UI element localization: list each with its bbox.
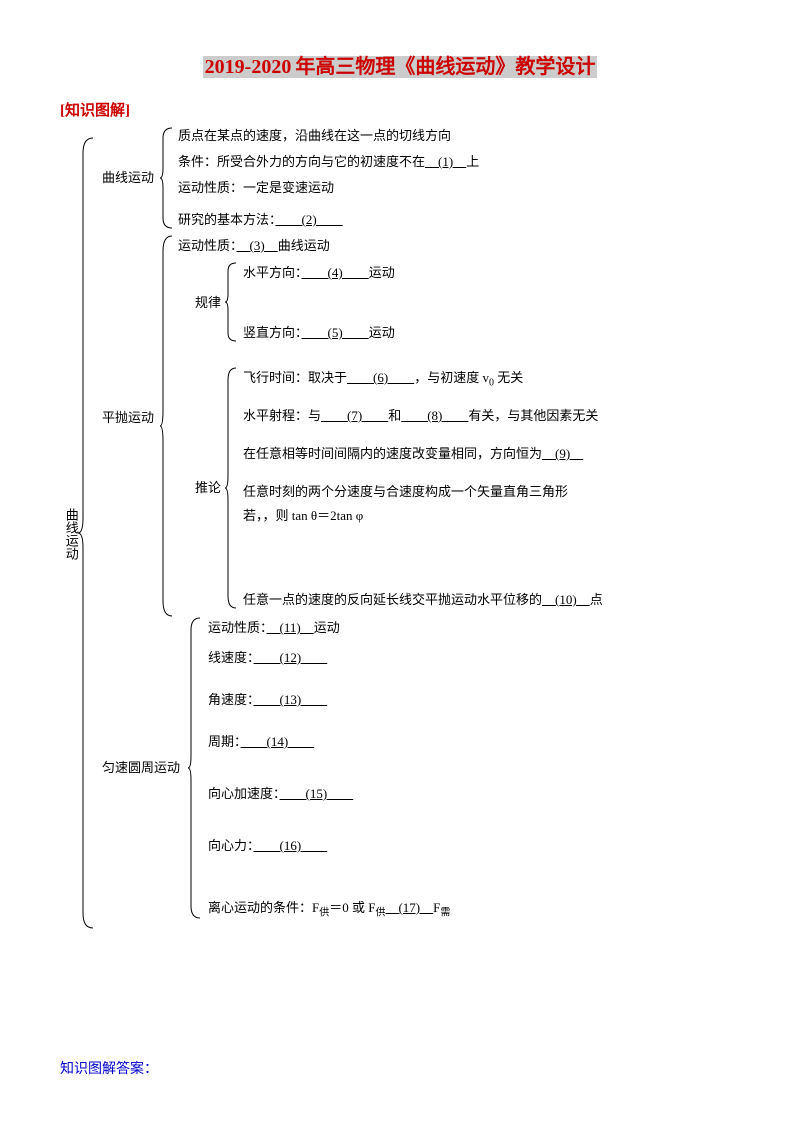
b3-l1: 运动性质： (11) 运动 bbox=[208, 618, 340, 639]
b2-i6c: 点 bbox=[590, 592, 603, 607]
b2-i3a: 在任意相等时间间隔内的速度改变量相同，方向恒为 bbox=[243, 446, 542, 461]
b2-rules-label: 规律 bbox=[195, 293, 221, 314]
b2-label: 平抛运动 bbox=[102, 408, 154, 429]
b3-l3a: 角速度： bbox=[208, 692, 254, 707]
knowledge-diagram: 曲线运动 曲线运动 质点在某点的速度，沿曲线在这一点的切线方向 条件：所受合外力… bbox=[60, 128, 740, 938]
b3-l6b: (16) bbox=[254, 838, 328, 853]
b1-l2: 条件：所受合外力的方向与它的初速度不在 (1) 上 bbox=[178, 152, 479, 173]
b3-label: 匀速圆周运动 bbox=[102, 758, 180, 779]
b1-l4a: 研究的基本方法： bbox=[178, 212, 276, 227]
b2-l1b: (3) bbox=[237, 238, 278, 253]
answer-label: 知识图解答案： bbox=[60, 1058, 740, 1078]
b2-r1b: (4) bbox=[302, 265, 369, 280]
page-title: 2019-2020年高三物理《曲线运动》教学设计 bbox=[60, 50, 740, 79]
b2-r2b: (5) bbox=[302, 325, 369, 340]
brace-rules bbox=[225, 263, 239, 341]
b3-l7sub3: 需 bbox=[440, 908, 450, 919]
b3-l7b: ＝0 或 F bbox=[329, 900, 375, 915]
b1-l2c: 上 bbox=[466, 154, 479, 169]
b2-l1: 运动性质： (3) 曲线运动 bbox=[178, 236, 330, 257]
b1-l2b: (1) bbox=[425, 154, 466, 169]
b2-r1c: 运动 bbox=[369, 265, 395, 280]
b1-l3: 运动性质：一定是变速运动 bbox=[178, 178, 334, 199]
b2-i1c: ，与初速度 v bbox=[414, 370, 489, 385]
b2-i3: 在任意相等时间间隔内的速度改变量相同，方向恒为 (9) bbox=[243, 444, 583, 465]
b3-l7: 离心运动的条件：F供＝0 或 F供 (17) F需 bbox=[208, 898, 450, 922]
title-rest: 年高三物理《曲线运动》教学设计 bbox=[293, 56, 597, 78]
b3-l3: 角速度： (13) bbox=[208, 690, 327, 711]
section-header: [知识图解] bbox=[60, 99, 740, 120]
title-year: 2019-2020 bbox=[203, 56, 294, 78]
b3-l5: 向心加速度： (15) bbox=[208, 784, 353, 805]
b3-l2a: 线速度： bbox=[208, 650, 254, 665]
b3-l6a: 向心力： bbox=[208, 838, 254, 853]
b3-l4a: 周期： bbox=[208, 734, 241, 749]
b3-l2b: (12) bbox=[254, 650, 328, 665]
b3-l4b: (14) bbox=[241, 734, 315, 749]
b3-l7c: (17) bbox=[385, 900, 433, 915]
b2-i2a: 水平射程：与 bbox=[243, 408, 321, 423]
b3-l1c: 运动 bbox=[314, 620, 340, 635]
brace-b2 bbox=[160, 236, 175, 616]
b2-i1d: 无关 bbox=[494, 370, 523, 385]
b2-i3b: (9) bbox=[542, 446, 583, 461]
brace-b1 bbox=[160, 128, 175, 228]
b1-l4b: (2) bbox=[276, 212, 343, 227]
brace-root bbox=[78, 138, 98, 928]
b2-i2e: 有关，与其他因素无关 bbox=[468, 408, 598, 423]
b2-i5: 若，，则 tan θ＝2tan φ bbox=[243, 506, 363, 527]
b2-r2: 竖直方向： (5) 运动 bbox=[243, 323, 395, 344]
b2-i2: 水平射程：与 (7) 和 (8) 有关，与其他因素无关 bbox=[243, 406, 598, 427]
b2-i1a: 飞行时间：取决于 bbox=[243, 370, 347, 385]
b3-l7a: 离心运动的条件：F bbox=[208, 900, 319, 915]
b1-l2a: 条件：所受合外力的方向与它的初速度不在 bbox=[178, 154, 425, 169]
b2-i6b: (10) bbox=[542, 592, 590, 607]
b3-l5a: 向心加速度： bbox=[208, 786, 280, 801]
b2-l1a: 运动性质： bbox=[178, 238, 237, 253]
b2-i4: 任意时刻的两个分速度与合速度构成一个矢量直角三角形 bbox=[243, 482, 568, 503]
b2-i2d: (8) bbox=[401, 408, 468, 423]
b2-i1b: (6) bbox=[347, 370, 414, 385]
b2-r1a: 水平方向： bbox=[243, 265, 302, 280]
b1-l4: 研究的基本方法： (2) bbox=[178, 210, 343, 231]
b3-l7sub1: 供 bbox=[319, 908, 329, 919]
b2-i2c: 和 bbox=[388, 408, 401, 423]
b2-i2b: (7) bbox=[321, 408, 388, 423]
b1-l1: 质点在某点的速度，沿曲线在这一点的切线方向 bbox=[178, 126, 451, 147]
b2-r2a: 竖直方向： bbox=[243, 325, 302, 340]
b3-l3b: (13) bbox=[254, 692, 328, 707]
b3-l7sub2: 供 bbox=[375, 908, 385, 919]
b3-l2: 线速度： (12) bbox=[208, 648, 327, 669]
b1-label: 曲线运动 bbox=[102, 168, 154, 189]
b3-l6: 向心力： (16) bbox=[208, 836, 327, 857]
b3-l1b: (11) bbox=[267, 620, 314, 635]
b2-i6: 任意一点的速度的反向延长线交平抛运动水平位移的 (10) 点 bbox=[243, 590, 603, 611]
b2-infer-label: 推论 bbox=[195, 478, 221, 499]
b3-l1a: 运动性质： bbox=[208, 620, 267, 635]
b2-i6a: 任意一点的速度的反向延长线交平抛运动水平位移的 bbox=[243, 592, 542, 607]
b2-l1c: 曲线运动 bbox=[278, 238, 330, 253]
b3-l4: 周期： (14) bbox=[208, 732, 314, 753]
b2-r1: 水平方向： (4) 运动 bbox=[243, 263, 395, 284]
brace-infer bbox=[225, 368, 239, 608]
b3-l5b: (15) bbox=[280, 786, 354, 801]
b2-r2c: 运动 bbox=[369, 325, 395, 340]
b2-i1: 飞行时间：取决于 (6) ，与初速度 v0 无关 bbox=[243, 368, 523, 392]
brace-b3 bbox=[188, 618, 203, 918]
